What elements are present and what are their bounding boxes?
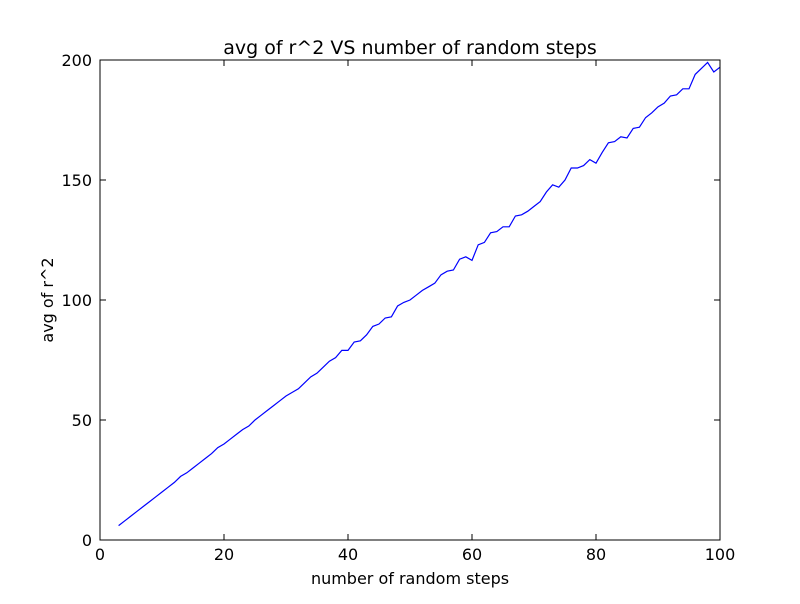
y-tick-label: 100	[61, 291, 92, 310]
y-tick-label: 0	[82, 531, 92, 550]
x-tick-label: 20	[214, 545, 234, 564]
x-tick-label: 40	[338, 545, 358, 564]
y-axis-label: avg of r^2	[38, 257, 57, 342]
x-tick-label: 80	[586, 545, 606, 564]
y-tick-label: 50	[72, 411, 92, 430]
y-tick-label: 150	[61, 171, 92, 190]
data-line	[118, 61, 721, 527]
chart-title: avg of r^2 VS number of random steps	[223, 37, 597, 59]
x-tick-label: 100	[705, 545, 736, 564]
x-axis-label: number of random steps	[311, 569, 509, 588]
y-tick-label: 200	[61, 51, 92, 70]
x-tick-label: 0	[95, 545, 105, 564]
x-tick-label: 60	[462, 545, 482, 564]
